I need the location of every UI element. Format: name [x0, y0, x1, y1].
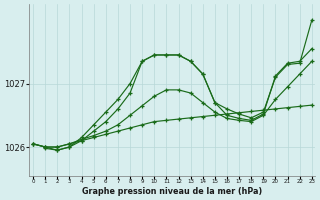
X-axis label: Graphe pression niveau de la mer (hPa): Graphe pression niveau de la mer (hPa): [82, 187, 263, 196]
